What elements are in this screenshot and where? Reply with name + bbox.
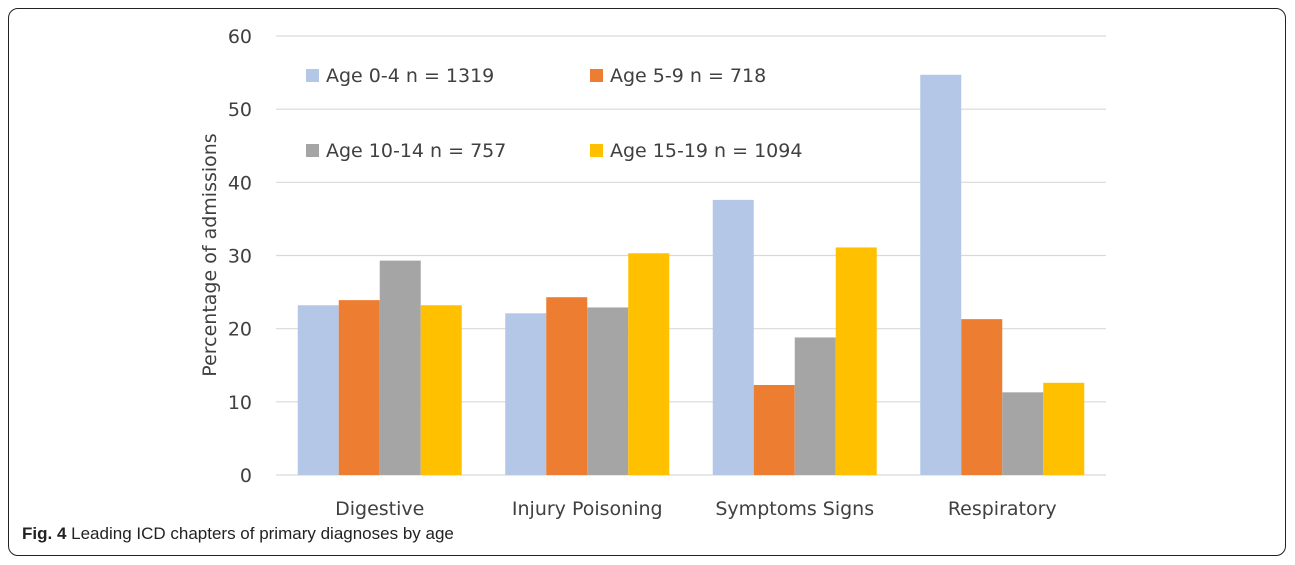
bar-digestive-age-5-9-n-718: [338, 300, 380, 475]
y-axis-ticks: 0 10 20 30 40 50 60: [228, 26, 252, 487]
bar-digestive-age-15-19-n-1094: [420, 305, 462, 475]
legend-label-age-5-9-n-718: Age 5-9 n = 718: [610, 65, 766, 87]
bars: [297, 74, 1085, 476]
y-tick-label-50: 50: [228, 99, 252, 121]
bar-digestive-age-0-4-n-1319: [297, 305, 339, 475]
figure-number: Fig. 4: [22, 524, 67, 543]
y-tick-label-60: 60: [228, 26, 252, 48]
bar-digestive-age-10-14-n-757: [379, 260, 421, 475]
bar-symptoms-signs-age-0-4-n-1319: [712, 199, 754, 476]
bar-injury-poisoning-age-5-9-n-718: [546, 297, 588, 475]
legend-swatch-age-0-4-n-1319: [306, 69, 319, 82]
x-category-label-symptoms-signs: Symptoms Signs: [715, 498, 874, 520]
legend-swatch-age-15-19-n-1094: [590, 144, 603, 157]
bar-respiratory-age-15-19-n-1094: [1043, 382, 1085, 475]
bar-injury-poisoning-age-0-4-n-1319: [505, 313, 547, 475]
x-axis-categories: Digestive Injury Poisoning Symptoms Signs R…: [335, 498, 1057, 520]
x-category-label-injury-poisoning: Injury Poisoning: [512, 498, 663, 520]
y-tick-label-10: 10: [228, 392, 252, 414]
y-tick-label-40: 40: [228, 172, 252, 194]
legend-swatch-age-10-14-n-757: [306, 144, 319, 157]
bar-respiratory-age-5-9-n-718: [961, 319, 1003, 475]
y-tick-label-20: 20: [228, 319, 252, 341]
legend-label-age-15-19-n-1094: Age 15-19 n = 1094: [610, 140, 802, 162]
y-tick-label-0: 0: [240, 465, 252, 487]
legend-label-age-0-4-n-1319: Age 0-4 n = 1319: [326, 65, 494, 87]
bar-symptoms-signs-age-15-19-n-1094: [835, 247, 877, 475]
figure-caption: Fig. 4 Leading ICD chapters of primary d…: [22, 524, 454, 544]
bar-injury-poisoning-age-15-19-n-1094: [628, 253, 670, 475]
legend: Age 0-4 n = 1319 Age 5-9 n = 718 Age 10-14…: [306, 65, 802, 162]
caption-text: Leading ICD chapters of primary diagnose…: [71, 524, 454, 543]
y-tick-label-30: 30: [228, 246, 252, 268]
bar-symptoms-signs-age-10-14-n-757: [794, 337, 836, 475]
bar-respiratory-age-0-4-n-1319: [920, 74, 962, 476]
x-category-label-respiratory: Respiratory: [948, 498, 1057, 520]
bar-respiratory-age-10-14-n-757: [1002, 392, 1044, 475]
legend-swatch-age-5-9-n-718: [590, 69, 603, 82]
bar-symptoms-signs-age-5-9-n-718: [753, 385, 795, 475]
y-axis-title: Percentage of admissions: [199, 133, 221, 376]
bar-injury-poisoning-age-10-14-n-757: [587, 307, 629, 475]
bar-chart: 0 10 20 30 40 50 60 Digestive Injury Poisoning S…: [199, 26, 1106, 520]
x-category-label-digestive: Digestive: [335, 498, 424, 520]
legend-label-age-10-14-n-757: Age 10-14 n = 757: [326, 140, 506, 162]
